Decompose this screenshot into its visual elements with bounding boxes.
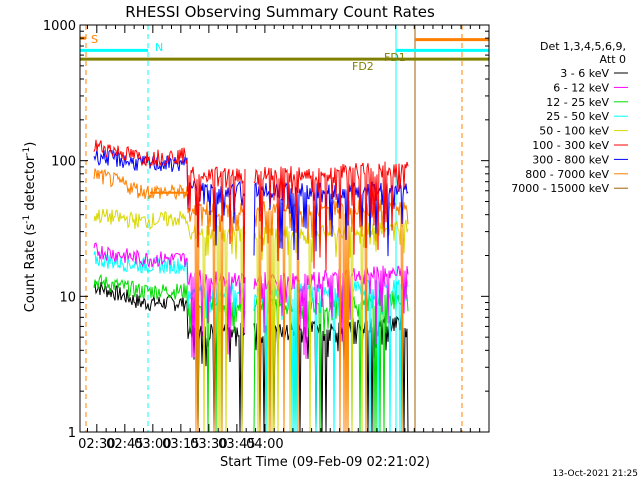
legend-header-line-1: Det 1,3,4,5,6,9, bbox=[540, 40, 626, 53]
x-tick-label: 02:30 bbox=[78, 437, 115, 452]
flag-label-fd2: FD2 bbox=[352, 60, 374, 73]
legend-label: 300 - 800 keV bbox=[532, 153, 609, 166]
chart-title: RHESSI Observing Summary Count Rates bbox=[125, 3, 435, 21]
x-tick-label: 03:30 bbox=[190, 437, 227, 452]
x-tick-label: 02:45 bbox=[106, 437, 143, 452]
series-line bbox=[93, 139, 409, 284]
legend-header-line-2: Att 0 bbox=[600, 53, 626, 66]
footer-date: 13-Oct-2021 21:25 bbox=[553, 469, 638, 479]
legend-label: 50 - 100 keV bbox=[539, 125, 609, 138]
y-tick-label: 1 bbox=[68, 426, 76, 441]
y-tick-label: 100 bbox=[51, 155, 76, 170]
x-tick-label: 03:45 bbox=[218, 437, 255, 452]
legend-label: 100 - 300 keV bbox=[532, 139, 609, 152]
legend-label: 3 - 6 keV bbox=[560, 67, 609, 80]
x-tick-label: 04:00 bbox=[246, 437, 283, 452]
series-line bbox=[93, 242, 409, 359]
y-axis-label: Count Rate (s-1 detector-1) bbox=[22, 142, 38, 313]
legend-label: 7000 - 15000 keV bbox=[511, 182, 609, 195]
y-axis-label-sup: -1 bbox=[22, 215, 32, 224]
plot-area: S N FD1 FD2 bbox=[80, 25, 489, 433]
x-axis-label: Start Time (09-Feb-09 02:21:02) bbox=[220, 455, 430, 470]
y-tick-label: 10 bbox=[59, 290, 76, 305]
y-axis-label-part: ) bbox=[23, 142, 38, 147]
y-axis-label-part: Count Rate (s bbox=[23, 224, 38, 313]
y-axis-label-part: detector bbox=[23, 155, 38, 215]
y-axis-label-sup: -1 bbox=[22, 147, 32, 156]
flag-label-fd1: FD1 bbox=[384, 51, 406, 64]
legend-label: 6 - 12 keV bbox=[553, 81, 609, 94]
flag-label-s: S bbox=[91, 33, 98, 46]
x-tick-label: 03:00 bbox=[134, 437, 171, 452]
legend-label: 25 - 50 keV bbox=[546, 110, 609, 123]
legend-label: 12 - 25 keV bbox=[546, 96, 609, 109]
x-tick-label: 03:15 bbox=[162, 437, 199, 452]
legend-label: 800 - 7000 keV bbox=[525, 168, 609, 181]
flag-label-n: N bbox=[155, 41, 163, 54]
plot-frame bbox=[79, 24, 490, 433]
y-tick-label: 1000 bbox=[43, 19, 76, 34]
series-line bbox=[93, 149, 409, 261]
